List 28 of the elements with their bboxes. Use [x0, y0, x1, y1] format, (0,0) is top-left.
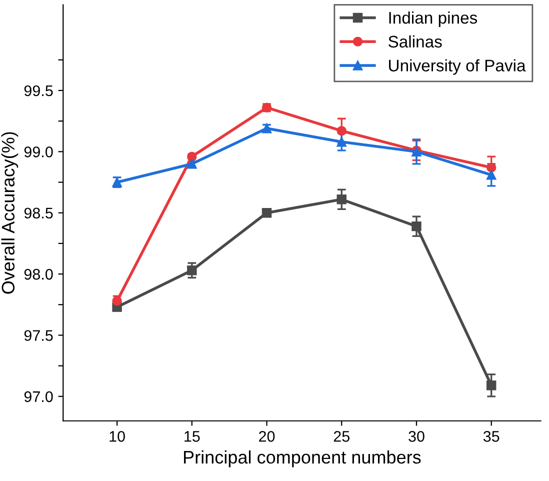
point: [412, 221, 422, 232]
point: [187, 265, 197, 276]
y-tick-label: 98.5: [24, 208, 53, 219]
x-tick-label: 20: [259, 431, 275, 442]
x-tick-label: 35: [483, 431, 500, 442]
legend-label: Salinas: [388, 35, 442, 48]
x-tick-label: 30: [408, 431, 424, 442]
point: [336, 126, 346, 136]
y-tick-label: 97.0: [24, 391, 53, 402]
y-tick-label: 99.5: [24, 85, 53, 96]
point: [262, 208, 272, 218]
point: [486, 380, 496, 390]
x-tick-label: 15: [184, 431, 200, 442]
x-tick-label: 25: [334, 431, 350, 442]
y-tick-label: 97.5: [24, 330, 53, 341]
point: [486, 170, 496, 180]
legend-label: University of Pavia: [389, 59, 526, 75]
point: [112, 296, 122, 306]
y-axis-title: Overall Accuracy(%): [1, 132, 18, 294]
point: [486, 162, 496, 172]
y-tick-label: 99.0: [24, 146, 53, 158]
x-tick-label: 10: [110, 431, 125, 442]
point: [336, 137, 346, 147]
legend-label: Indian pines: [389, 11, 478, 28]
x-axis-title: Principal component numbers: [184, 450, 421, 468]
y-tick-label: 98.0: [24, 268, 53, 280]
point: [336, 194, 346, 204]
point: [262, 124, 272, 134]
